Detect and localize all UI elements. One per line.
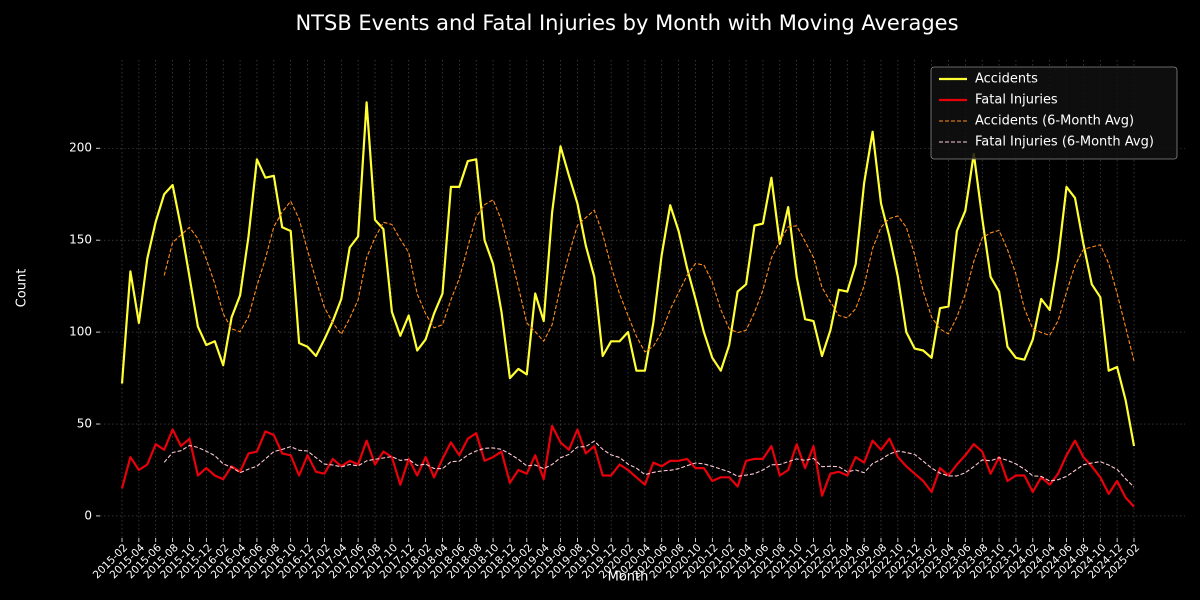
legend-label: Fatal Injuries (6-Month Avg): [975, 135, 1154, 150]
y-tick-label: 200: [69, 141, 92, 155]
y-axis-label: Count: [15, 269, 30, 308]
y-tick-label: 100: [69, 325, 92, 339]
chart-title: NTSB Events and Fatal Injuries by Month …: [295, 11, 958, 35]
series-line: [120, 424, 1135, 508]
legend-label: Accidents: [975, 72, 1038, 87]
series-line: [163, 199, 1135, 362]
legend-label: Fatal Injuries: [975, 93, 1058, 108]
x-axis-label: Month: [608, 570, 649, 585]
legend: Accidents Fatal Injuries Accidents (6-Mont…: [930, 66, 1178, 160]
y-tick-label: 0: [84, 508, 92, 522]
legend-label: Accidents (6-Month Avg): [975, 114, 1134, 129]
y-tick-label: 150: [69, 233, 92, 247]
series-line: [163, 440, 1135, 488]
legend-box: [930, 66, 1178, 160]
series-line: [120, 101, 1136, 447]
y-tick-label: 50: [77, 417, 92, 431]
